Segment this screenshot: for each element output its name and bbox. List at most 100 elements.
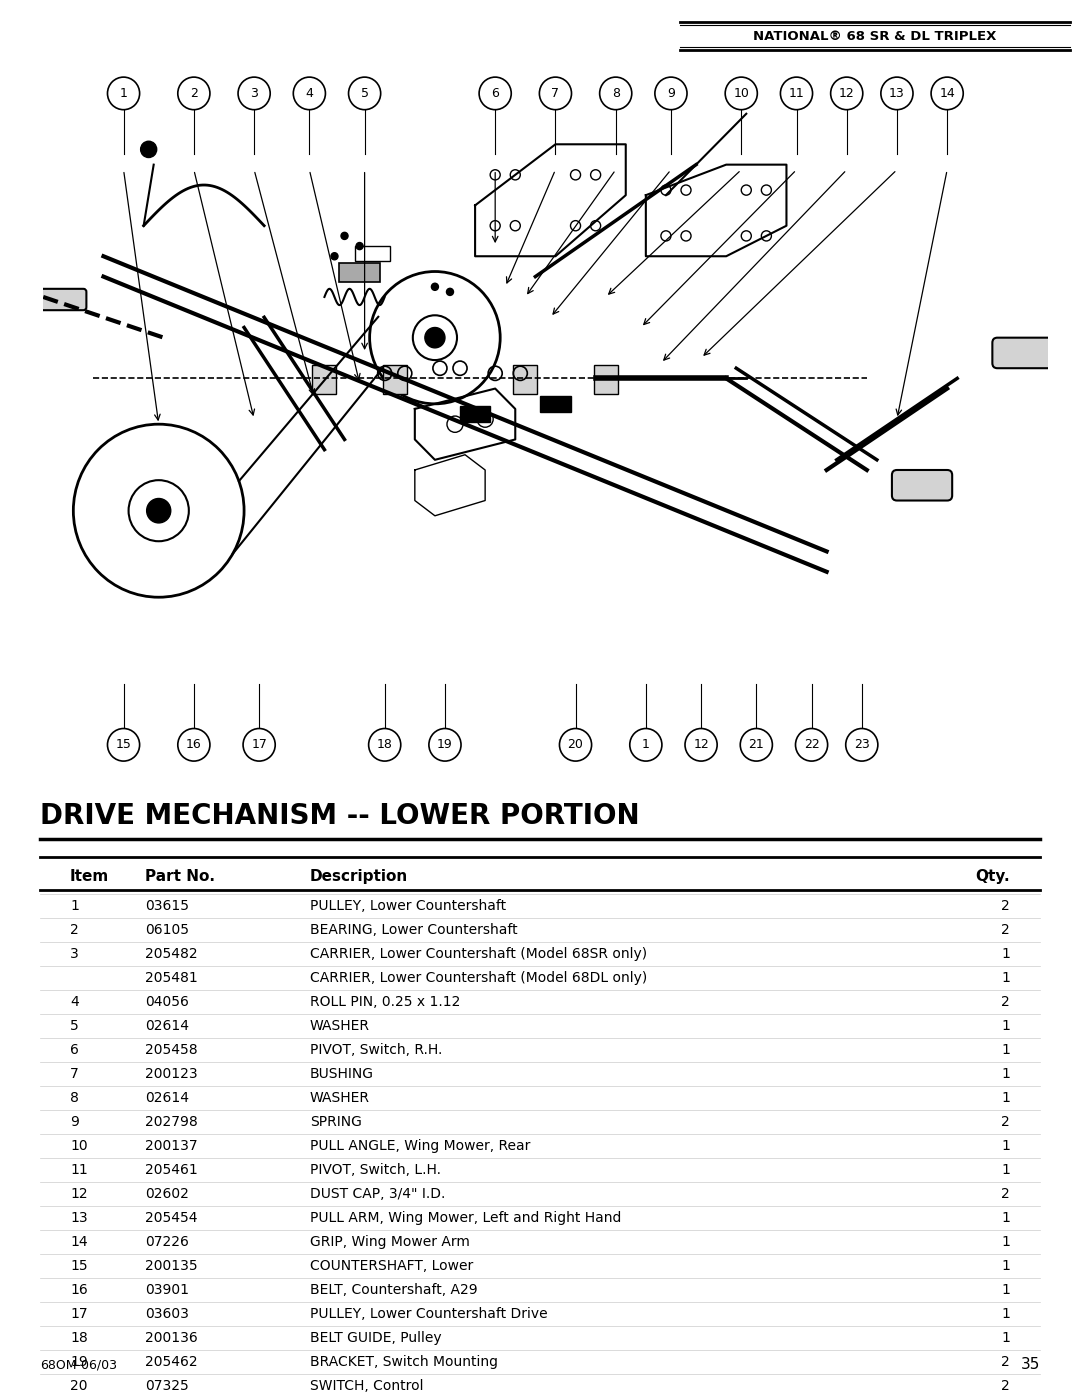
- Circle shape: [140, 141, 157, 158]
- Text: 205482: 205482: [145, 947, 198, 961]
- Circle shape: [147, 499, 171, 522]
- Text: 6: 6: [70, 1044, 79, 1058]
- Text: GRIP, Wing Mower Arm: GRIP, Wing Mower Arm: [310, 1235, 470, 1249]
- FancyBboxPatch shape: [354, 246, 390, 261]
- Text: 1: 1: [1001, 1211, 1010, 1225]
- Text: 10: 10: [70, 1139, 87, 1153]
- Text: DUST CAP, 3/4" I.D.: DUST CAP, 3/4" I.D.: [310, 1187, 445, 1201]
- Text: 2: 2: [190, 87, 198, 101]
- Text: 17: 17: [70, 1308, 87, 1322]
- Text: 02602: 02602: [145, 1187, 189, 1201]
- Text: 7: 7: [70, 1067, 79, 1081]
- Circle shape: [178, 728, 210, 761]
- Text: 202798: 202798: [145, 1115, 198, 1129]
- Text: 2: 2: [1001, 923, 1010, 937]
- Circle shape: [599, 77, 632, 110]
- Circle shape: [424, 327, 445, 348]
- Text: CARRIER, Lower Countershaft (Model 68SR only): CARRIER, Lower Countershaft (Model 68SR …: [310, 947, 647, 961]
- FancyBboxPatch shape: [892, 469, 953, 500]
- FancyBboxPatch shape: [540, 395, 570, 412]
- Text: 1: 1: [1001, 947, 1010, 961]
- FancyBboxPatch shape: [594, 365, 618, 394]
- Circle shape: [559, 728, 592, 761]
- Text: 13: 13: [70, 1211, 87, 1225]
- Text: 20: 20: [568, 738, 583, 752]
- Text: 5: 5: [361, 87, 368, 101]
- Text: 8: 8: [611, 87, 620, 101]
- Circle shape: [341, 232, 348, 239]
- Text: 06105: 06105: [145, 923, 189, 937]
- Text: SPRING: SPRING: [310, 1115, 362, 1129]
- Circle shape: [238, 77, 270, 110]
- Text: 1: 1: [1001, 1308, 1010, 1322]
- Circle shape: [740, 728, 772, 761]
- Text: 14: 14: [940, 87, 955, 101]
- Text: 16: 16: [186, 738, 202, 752]
- Text: DRIVE MECHANISM -- LOWER PORTION: DRIVE MECHANISM -- LOWER PORTION: [40, 802, 639, 830]
- Circle shape: [881, 77, 913, 110]
- Circle shape: [356, 243, 363, 250]
- Text: 1: 1: [1001, 1259, 1010, 1273]
- FancyBboxPatch shape: [382, 365, 407, 394]
- Text: 4: 4: [70, 995, 79, 1009]
- Text: 2: 2: [70, 923, 79, 937]
- Text: 2: 2: [1001, 1355, 1010, 1369]
- Text: Part No.: Part No.: [145, 869, 215, 884]
- Text: 17: 17: [252, 738, 267, 752]
- Circle shape: [108, 77, 139, 110]
- Text: 1: 1: [70, 900, 79, 914]
- FancyBboxPatch shape: [339, 264, 380, 282]
- Text: 19: 19: [70, 1355, 87, 1369]
- Text: COUNTERSHAFT, Lower: COUNTERSHAFT, Lower: [310, 1259, 473, 1273]
- Text: Description: Description: [310, 869, 408, 884]
- Text: SWITCH, Control: SWITCH, Control: [310, 1379, 423, 1393]
- Text: 11: 11: [70, 1162, 87, 1178]
- Circle shape: [446, 288, 454, 295]
- Text: 10: 10: [733, 87, 750, 101]
- Text: 20: 20: [70, 1379, 87, 1393]
- Text: 35: 35: [1021, 1356, 1040, 1372]
- Text: WASHER: WASHER: [310, 1091, 370, 1105]
- Circle shape: [330, 253, 338, 260]
- Text: 19: 19: [437, 738, 453, 752]
- Text: 21: 21: [748, 738, 765, 752]
- Text: 15: 15: [116, 738, 132, 752]
- Text: 16: 16: [70, 1282, 87, 1296]
- Circle shape: [243, 728, 275, 761]
- Text: 02614: 02614: [145, 1018, 189, 1032]
- Text: 13: 13: [889, 87, 905, 101]
- Text: 14: 14: [70, 1235, 87, 1249]
- Text: 205454: 205454: [145, 1211, 198, 1225]
- Text: Item: Item: [70, 869, 109, 884]
- Circle shape: [846, 728, 878, 761]
- Circle shape: [178, 77, 210, 110]
- Text: CARRIER, Lower Countershaft (Model 68DL only): CARRIER, Lower Countershaft (Model 68DL …: [310, 971, 647, 985]
- Text: 1: 1: [1001, 1139, 1010, 1153]
- FancyBboxPatch shape: [312, 365, 337, 394]
- Text: 200123: 200123: [145, 1067, 198, 1081]
- Text: BELT GUIDE, Pulley: BELT GUIDE, Pulley: [310, 1331, 442, 1345]
- Text: 12: 12: [693, 738, 708, 752]
- Text: PULLEY, Lower Countershaft: PULLEY, Lower Countershaft: [310, 900, 507, 914]
- Text: 1: 1: [1001, 1044, 1010, 1058]
- Circle shape: [108, 728, 139, 761]
- Text: 18: 18: [377, 738, 393, 752]
- Text: 2: 2: [1001, 1115, 1010, 1129]
- Circle shape: [654, 77, 687, 110]
- Text: PIVOT, Switch, R.H.: PIVOT, Switch, R.H.: [310, 1044, 443, 1058]
- Circle shape: [431, 284, 438, 291]
- Circle shape: [725, 77, 757, 110]
- Text: 1: 1: [1001, 1331, 1010, 1345]
- Text: 1: 1: [1001, 1067, 1010, 1081]
- Text: 4: 4: [306, 87, 313, 101]
- Text: BRACKET, Switch Mounting: BRACKET, Switch Mounting: [310, 1355, 498, 1369]
- Text: 1: 1: [120, 87, 127, 101]
- Text: 15: 15: [70, 1259, 87, 1273]
- FancyBboxPatch shape: [460, 407, 490, 422]
- Text: 3: 3: [70, 947, 79, 961]
- Text: PULLEY, Lower Countershaft Drive: PULLEY, Lower Countershaft Drive: [310, 1308, 548, 1322]
- Text: 200135: 200135: [145, 1259, 198, 1273]
- Text: 18: 18: [70, 1331, 87, 1345]
- Text: 2: 2: [1001, 900, 1010, 914]
- Text: 1: 1: [1001, 1091, 1010, 1105]
